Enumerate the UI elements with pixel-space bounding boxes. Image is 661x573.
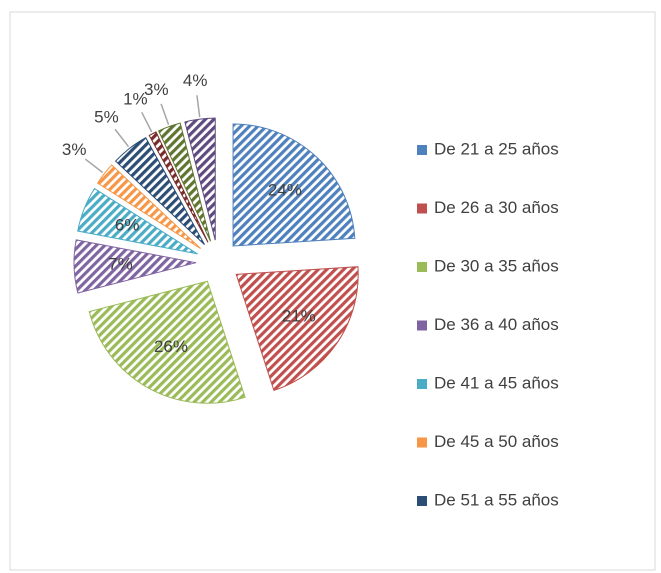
- data-label: 3%: [62, 140, 87, 159]
- legend-swatch: [417, 203, 427, 214]
- legend-swatch: [417, 379, 427, 389]
- data-label: 7%: [108, 255, 133, 274]
- pie-slice: [232, 123, 356, 247]
- legend-label: De 21 a 25 años: [434, 139, 559, 158]
- legend-label: De 36 a 40 años: [434, 315, 559, 334]
- data-label: 21%: [282, 306, 316, 325]
- legend-swatch: [417, 320, 427, 331]
- pie-slice: [77, 187, 198, 255]
- pie-slice: [96, 164, 201, 249]
- legend-label: De 26 a 30 años: [434, 198, 559, 217]
- chart-frame: [9, 11, 656, 571]
- legend-swatch: [417, 145, 427, 155]
- leader-line: [141, 111, 153, 133]
- pie-slice: [184, 117, 216, 241]
- pie-slice: [148, 131, 209, 243]
- leader-line: [84, 158, 104, 174]
- legend-label: De 45 a 50 años: [434, 432, 559, 451]
- pie-slice: [114, 137, 205, 245]
- legend-label: De 51 a 55 años: [434, 490, 559, 509]
- legend-swatch: [417, 437, 427, 448]
- data-label: 26%: [154, 337, 188, 356]
- data-label: 5%: [94, 108, 119, 127]
- legend-swatch: [417, 262, 427, 272]
- data-label: 3%: [144, 80, 169, 99]
- data-label: 4%: [183, 71, 208, 90]
- legend-label: De 30 a 35 años: [434, 256, 559, 275]
- legend-label: De 41 a 45 años: [434, 373, 559, 392]
- pie-slice: [73, 239, 197, 294]
- pie-slice: [88, 280, 246, 404]
- data-label: 6%: [115, 216, 140, 235]
- pie-slice: [157, 122, 212, 242]
- leader-line: [114, 128, 130, 148]
- data-label: 24%: [268, 180, 302, 199]
- leader-line: [160, 103, 170, 125]
- leader-line: [196, 95, 201, 118]
- data-label: 1%: [123, 89, 148, 108]
- legend-swatch: [417, 496, 427, 506]
- pie-slice: [235, 266, 359, 392]
